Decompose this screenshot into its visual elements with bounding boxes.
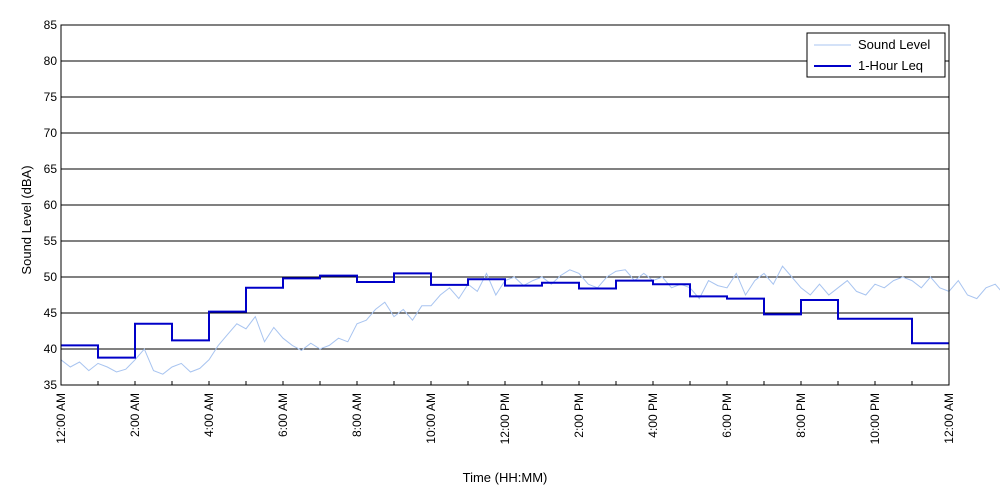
y-tick-label: 55	[44, 234, 58, 248]
y-tick-label: 85	[44, 18, 58, 32]
x-tick-label: 12:00 AM	[54, 393, 68, 444]
x-tick-label: 4:00 AM	[202, 393, 216, 437]
y-tick-label: 60	[44, 198, 58, 212]
x-tick-label: 10:00 AM	[424, 393, 438, 444]
y-tick-label: 80	[44, 54, 58, 68]
x-tick-label: 8:00 PM	[794, 393, 808, 438]
axes: 35 40 45 50 55 60 65 70 75 80 85 12:00 AM 2:00 AM 4:0…	[44, 18, 956, 444]
y-tick-label: 40	[44, 342, 58, 356]
plot-area	[60, 265, 1000, 375]
y-tick-label: 50	[44, 270, 58, 284]
series-line-sound-level	[60, 265, 1000, 375]
x-tick-label: 4:00 PM	[646, 393, 660, 438]
x-tick-label: 10:00 PM	[868, 393, 882, 444]
x-tick-label: 12:00 PM	[498, 393, 512, 444]
x-tick-label: 6:00 PM	[720, 393, 734, 438]
legend-label-sound-level: Sound Level	[858, 37, 930, 52]
y-axis-title: Sound Level (dBA)	[19, 165, 34, 274]
y-tick-label: 35	[44, 378, 58, 392]
legend: Sound Level 1-Hour Leq	[806, 32, 946, 78]
y-tick-label: 75	[44, 90, 58, 104]
x-tick-label: 2:00 AM	[128, 393, 142, 437]
legend-box	[806, 32, 946, 78]
x-tick-label: 8:00 AM	[350, 393, 364, 437]
x-axis-title: Time (HH:MM)	[463, 470, 548, 485]
legend-label-1-hour-leq: 1-Hour Leq	[858, 58, 923, 73]
x-tick-label: 6:00 AM	[276, 393, 290, 437]
y-tick-label: 45	[44, 306, 58, 320]
x-tick-label: 2:00 PM	[572, 393, 586, 438]
grid-lines	[61, 60, 949, 350]
x-tick-label: 12:00 AM	[942, 393, 956, 444]
y-tick-label: 70	[44, 126, 58, 140]
series-line-1-hour-leq	[61, 272, 949, 359]
y-tick-label: 65	[44, 162, 58, 176]
